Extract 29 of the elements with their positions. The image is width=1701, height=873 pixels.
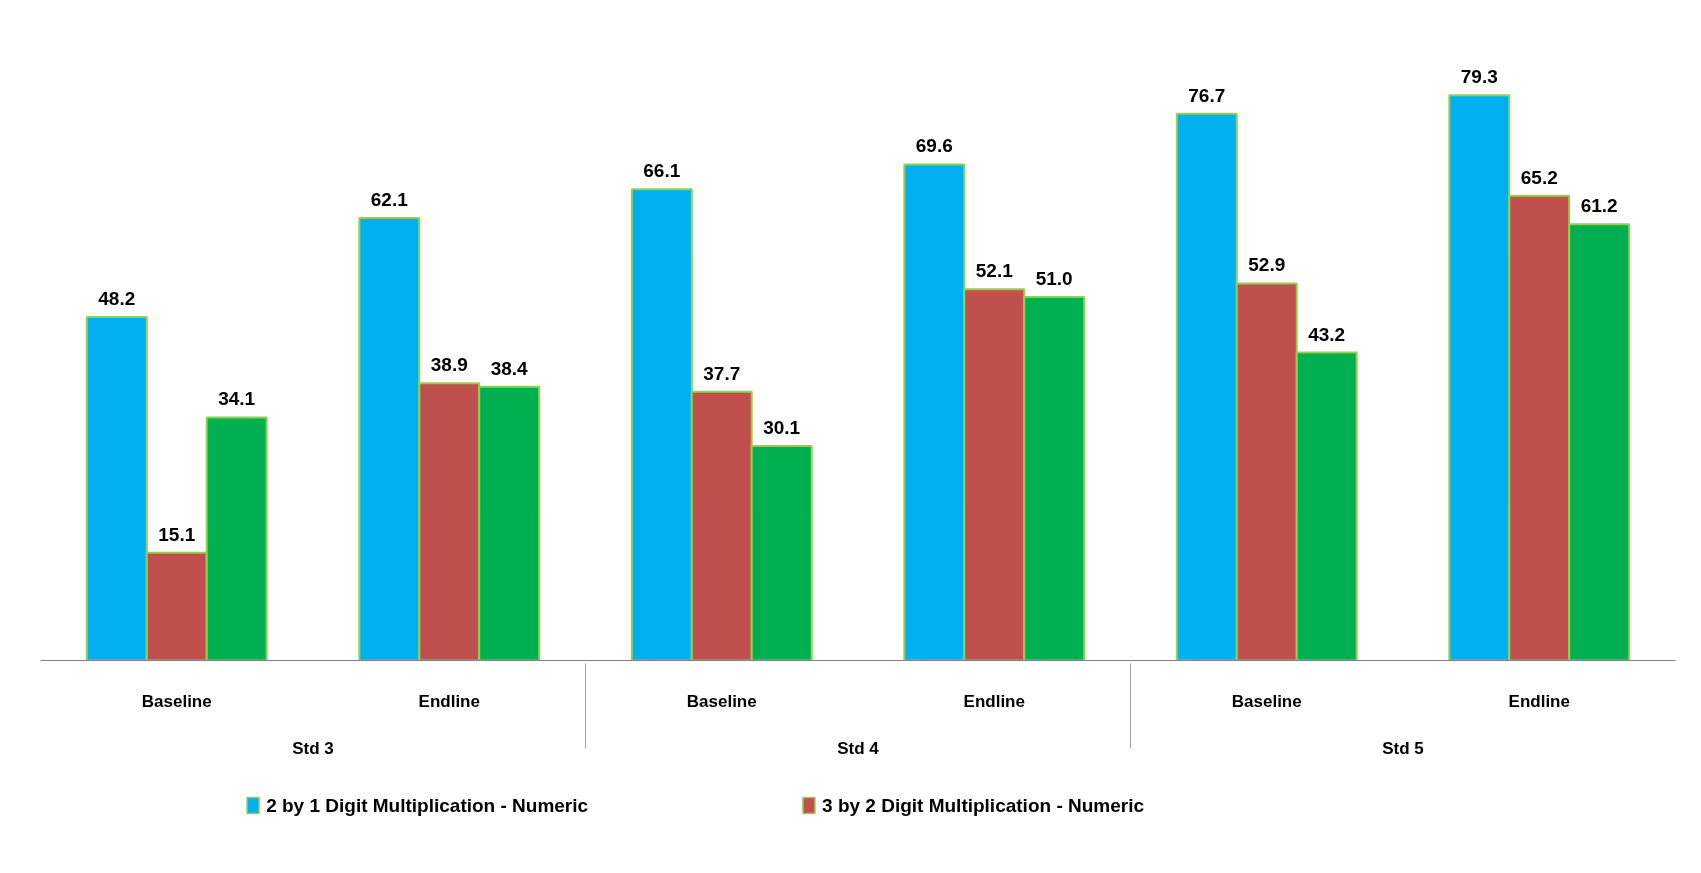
- data-label: 34.1: [218, 388, 256, 410]
- data-label: 51.0: [1035, 267, 1073, 289]
- data-label: 30.1: [763, 416, 801, 438]
- x-tick-label: Endline: [963, 691, 1025, 711]
- text: Std 4: [837, 738, 880, 758]
- x-tick-label: Endline: [1508, 691, 1570, 711]
- data-label: 15.1: [158, 523, 196, 545]
- data-label: 61.2: [1580, 195, 1618, 217]
- legend-label: 2 by 1 Digit Multiplication - Numeric: [266, 795, 589, 816]
- data-label: 65.2: [1520, 166, 1558, 188]
- x-tick-label: Baseline: [141, 691, 212, 711]
- data-label: 66.1: [643, 160, 681, 182]
- text: Std 5: [1382, 738, 1424, 758]
- data-label: 69.6: [915, 135, 953, 157]
- x-tick-label: Baseline: [1231, 691, 1302, 711]
- data-label: 52.9: [1248, 254, 1286, 276]
- data-label: 38.4: [490, 357, 529, 379]
- data-label: 62.1: [370, 188, 409, 210]
- data-label: 52.1: [975, 260, 1014, 282]
- data-label: 79.3: [1460, 66, 1498, 88]
- data-label: 43.2: [1308, 323, 1346, 345]
- x-tick-label: Endline: [418, 691, 480, 711]
- data-label: 37.7: [703, 362, 741, 384]
- data-label: 76.7: [1188, 84, 1226, 106]
- data-label: 38.9: [430, 354, 468, 376]
- data-label: 48.2: [98, 287, 136, 309]
- text: Std 3: [292, 738, 334, 758]
- legend-label: 3 by 2 Digit Multiplication - Numeric: [822, 795, 1145, 816]
- x-tick-label: Baseline: [686, 691, 757, 711]
